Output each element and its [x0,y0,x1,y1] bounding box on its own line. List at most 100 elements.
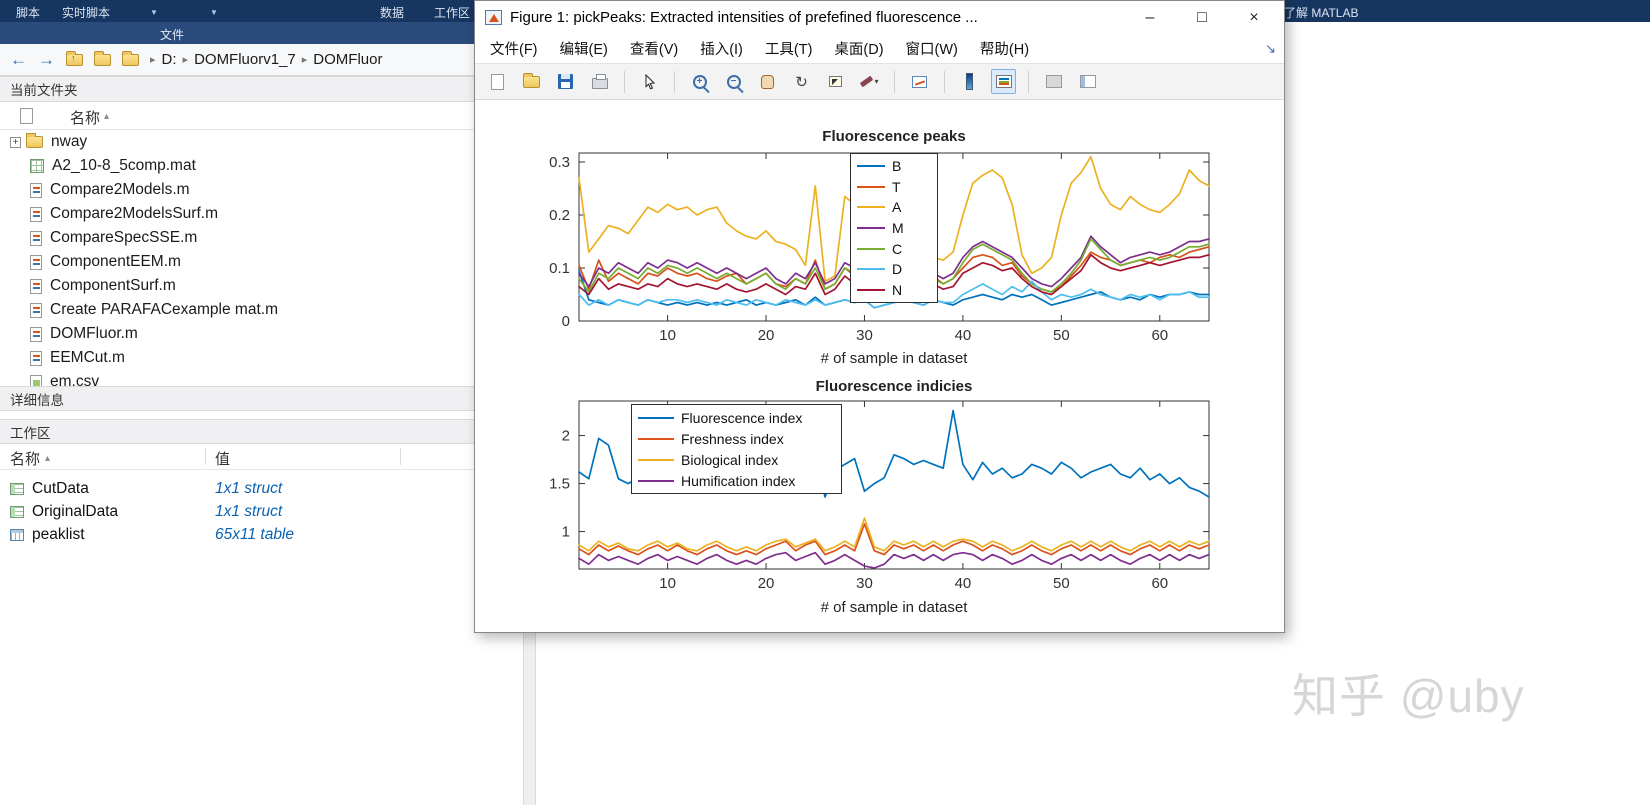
file-item[interactable]: DOMFluor.m [0,322,523,346]
file-name: em.csv [50,373,100,386]
back-icon[interactable]: ← [10,50,27,69]
file-item[interactable]: A2_10-8_5comp.mat [0,154,523,178]
toolstrip-new-script-label[interactable]: 脚本 [16,6,41,20]
file-item[interactable]: EEMCut.m [0,346,523,370]
legend-entry[interactable]: Freshness index [638,428,835,449]
toolstrip-learn-matlab-label[interactable]: 了解 MATLAB [1284,6,1359,20]
link-plot-icon[interactable] [907,69,932,94]
legend-line-swatch [638,416,674,419]
file-item[interactable]: ComponentSurf.m [0,274,523,298]
save-figure-icon[interactable] [553,69,578,94]
toolstrip-save-workspace-label[interactable]: 工作区 [434,6,471,20]
legend-entry[interactable]: Fluorescence index [638,407,835,428]
legend-line-swatch [638,437,674,440]
file-item[interactable]: + nway [0,130,523,154]
legend-line-swatch [857,165,885,168]
browse-folder-icon[interactable] [94,50,111,66]
workspace-variable-row[interactable]: OriginalData 1x1 struct [0,500,523,523]
legend-entry[interactable]: B [857,156,931,177]
workspace-column-header[interactable]: 名称 ▴ 值 [0,444,523,470]
dropdown-caret-icon[interactable]: ▼ [150,8,158,17]
ws-name-column-header[interactable]: 名称 [10,451,41,468]
insert-colorbar-icon[interactable] [957,69,982,94]
legend-entry[interactable]: A [857,197,931,218]
table-icon [10,528,24,541]
ws-value-column-header[interactable]: 值 [215,451,231,468]
matlab-figure-icon [485,10,502,25]
file-list-column-header[interactable]: 名称 ▴ [0,102,523,130]
figure-menu-item[interactable]: 桌面(D) [834,42,884,58]
workspace-title: 工作区 [10,425,51,441]
file-item[interactable]: Compare2Models.m [0,178,523,202]
open-file-icon[interactable] [519,69,544,94]
figure-menu-item[interactable]: 查看(V) [629,42,679,58]
file-item[interactable]: em.csv [0,370,523,386]
legend-entry[interactable]: Biological index [638,449,835,470]
legend-entry[interactable]: M [857,218,931,239]
figure-titlebar[interactable]: Figure 1: pickPeaks: Extracted intensiti… [475,1,1284,34]
file-item[interactable]: Compare2ModelsSurf.m [0,202,523,226]
insert-legend-icon[interactable] [991,69,1016,94]
legend-label: T [892,178,901,195]
mfile-file-icon [30,254,42,270]
legend-entry[interactable]: D [857,259,931,280]
legend-line-swatch [857,206,885,209]
new-figure-icon[interactable] [485,69,510,94]
legend-entry[interactable]: T [857,177,931,198]
dock-figure-icon[interactable]: ↘ [1265,41,1276,56]
zoom-in-icon[interactable]: + [687,69,712,94]
chart2-xlabel: # of sample in dataset [820,599,968,616]
maximize-button[interactable]: □ [1197,8,1207,26]
svg-text:1.5: 1.5 [549,476,570,493]
workspace-panel-header[interactable]: 工作区 [0,419,523,444]
file-item[interactable]: CompareSpecSSE.m [0,226,523,250]
watermark: 知乎 @uby [1292,670,1525,722]
workspace-variable-row[interactable]: CutData 1x1 struct [0,477,523,500]
figure-menu-item[interactable]: 文件(F) [490,42,538,58]
dropdown-caret-icon[interactable]: ▼ [210,8,218,17]
up-one-level-icon[interactable]: ↑ [66,50,83,66]
legend-entry[interactable]: C [857,238,931,259]
toolstrip-new-live-script-label[interactable]: 实时脚本 [62,6,111,20]
toolstrip-import-data-label[interactable]: 数据 [380,6,405,20]
variable-name-cell: peaklist [10,526,215,544]
data-cursor-icon[interactable] [823,69,848,94]
zoom-out-icon[interactable]: − [721,69,746,94]
forward-icon[interactable]: → [38,50,55,69]
figure-menu-item[interactable]: 工具(T) [764,42,813,58]
svg-text:1: 1 [562,524,570,541]
breadcrumb-item[interactable]: DOMFluorv1_7 [194,51,296,68]
figure-menu-item[interactable]: 窗口(W) [905,42,958,58]
breadcrumb-item[interactable]: DOMFluor [313,51,383,68]
pan-icon[interactable] [755,69,780,94]
file-list: + nway A2_10-8_5comp.mat Compare2Models.m Co… [0,130,523,386]
legend-entry[interactable]: N [857,279,931,300]
edit-plot-icon[interactable] [637,69,662,94]
svg-text:10: 10 [659,327,676,344]
print-figure-icon[interactable] [587,69,612,94]
legend-line-swatch [857,227,885,230]
current-folder-panel-header[interactable]: 当前文件夹 [0,76,523,102]
mfile-file-icon [30,206,42,222]
chart2-legend[interactable]: Fluorescence index Freshness index Biologi… [631,404,842,494]
workspace-variable-row[interactable]: peaklist 65x11 table [0,523,523,546]
figure-menu-item[interactable]: 编辑(E) [559,42,608,58]
name-column-header[interactable]: 名称 [70,110,101,127]
minimize-button[interactable]: – [1145,8,1155,26]
brush-icon[interactable]: ▾ [857,69,882,94]
file-item[interactable]: ComponentEEM.m [0,250,523,274]
file-item[interactable]: Create PARAFACexample mat.m [0,298,523,322]
hide-plot-tools-icon[interactable] [1041,69,1066,94]
close-button[interactable]: × [1249,8,1259,26]
expand-toggle-icon[interactable]: + [10,136,21,148]
file-name: nway [51,133,88,150]
rotate-3d-icon[interactable]: ↻ [795,73,808,91]
breadcrumb-item[interactable]: D: [161,51,177,68]
figure-menu-item[interactable]: 帮助(H) [979,42,1030,58]
show-plot-tools-icon[interactable] [1075,69,1100,94]
details-panel-header[interactable]: 详细信息 [0,386,523,411]
figure-menu-item[interactable]: 插入(I) [700,42,743,58]
legend-entry[interactable]: Humification index [638,470,835,491]
